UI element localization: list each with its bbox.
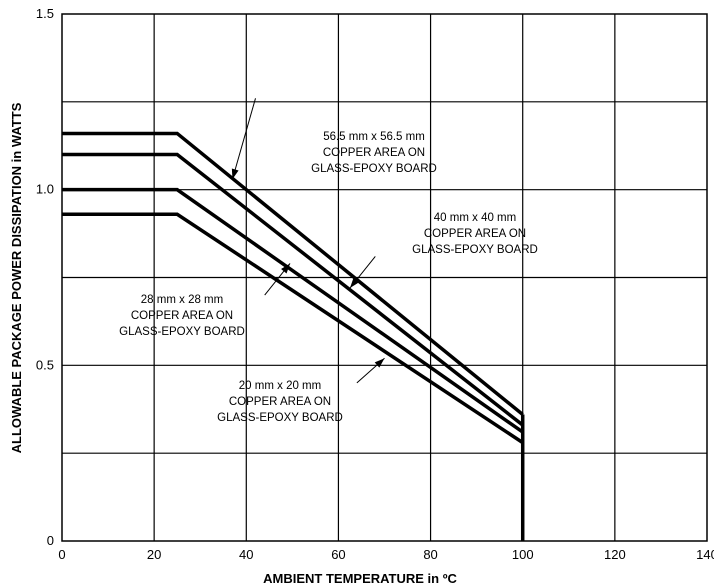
plot-frame [61,13,708,542]
annotation-text: 20 mm x 20 mm [239,380,321,392]
y-tick-label: 1.5 [36,6,54,21]
annotation-1: 56.5 mm x 56.5 mm COPPER AREA ON GLASS-EPO… [231,98,437,180]
annotation-arrow-head [349,278,359,289]
annotation-text: GLASS-EPOXY BOARD [119,326,245,338]
annotation-text: GLASS-EPOXY BOARD [412,244,538,256]
annotations: 56.5 mm x 56.5 mm COPPER AREA ON GLASS-EPO… [119,98,538,424]
annotation-text: COPPER AREA ON [323,147,425,159]
x-tick-label: 140 [696,547,714,562]
annotation-3: 28 mm x 28 mm COPPER AREA ON GLASS-EPOXY B… [119,263,291,338]
annotation-4: 20 mm x 20 mm COPPER AREA ON GLASS-EPOXY B… [217,357,385,424]
annotation-arrow-head [281,263,291,274]
series-line [62,131,524,416]
annotation-text: 56.5 mm x 56.5 mm [323,131,425,143]
annotation-arrow-head [374,358,385,368]
y-tick-label: 1.0 [36,182,54,197]
x-tick-label: 120 [604,547,626,562]
series-line [62,187,524,434]
series-line [62,152,524,427]
annotation-text: 40 mm x 40 mm [434,212,516,224]
annotation-text: COPPER AREA ON [131,310,233,322]
y-tick-label: 0.5 [36,357,54,372]
x-tick-label: 40 [239,547,253,562]
annotation-text: GLASS-EPOXY BOARD [217,412,343,424]
series-lines [62,131,525,541]
x-tick-label: 0 [58,547,65,562]
annotation-arrow-head [231,168,239,180]
annotation-2: 40 mm x 40 mm COPPER AREA ON GLASS-EPOXY B… [349,212,538,289]
y-tick-label: 0 [47,533,54,548]
annotation-arrow-shaft [231,98,256,180]
x-axis-title: AMBIENT TEMPERATURE in ºC [263,571,457,586]
grid [62,14,707,541]
annotation-text: COPPER AREA ON [424,228,526,240]
tick-labels: 0 20 40 60 80 100 120 140 0 0.5 1.0 1.5 [36,6,714,562]
x-tick-label: 100 [512,547,534,562]
y-axis-title: ALLOWABLE PACKAGE POWER DISSIPATION in W… [9,102,24,453]
annotation-text: GLASS-EPOXY BOARD [311,163,437,175]
x-tick-label: 20 [147,547,161,562]
annotation-text: COPPER AREA ON [229,396,331,408]
x-tick-label: 60 [331,547,345,562]
annotation-text: 28 mm x 28 mm [141,294,223,306]
x-tick-label: 80 [423,547,437,562]
series-line [62,212,524,445]
